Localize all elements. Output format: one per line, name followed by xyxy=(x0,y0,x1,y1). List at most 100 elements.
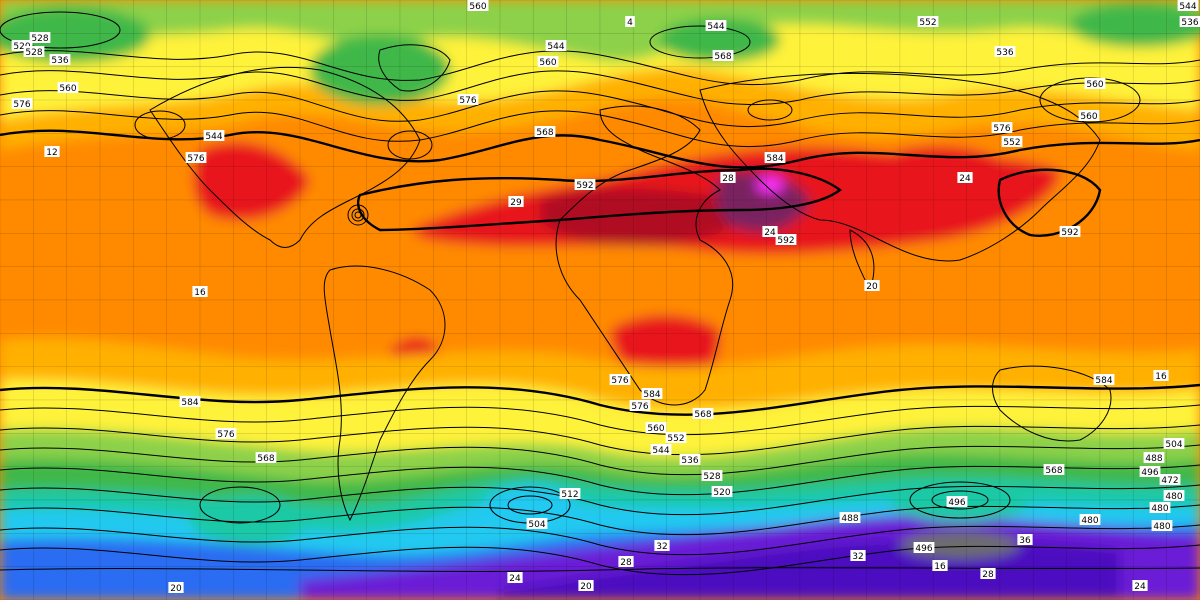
svg-text:576: 576 xyxy=(187,154,204,164)
asia-coast xyxy=(699,72,1101,262)
contour-label: 32 xyxy=(850,550,866,562)
svg-text:544: 544 xyxy=(547,42,564,52)
contour-label: 24 xyxy=(1132,580,1148,592)
contour-label: 568 xyxy=(692,408,714,420)
svg-text:576: 576 xyxy=(217,430,234,440)
contour-label: 592 xyxy=(1059,226,1081,238)
contour-label: 480 xyxy=(1079,514,1101,526)
svg-text:584: 584 xyxy=(766,154,783,164)
contour-labels: 5524544552544536528520528536544560568536… xyxy=(11,0,1200,594)
contour-label: 512 xyxy=(559,488,581,500)
australia-coast xyxy=(992,365,1112,442)
svg-text:496: 496 xyxy=(948,498,965,508)
contour-label: 16 xyxy=(1153,370,1169,382)
contour-label: 496 xyxy=(946,496,968,508)
svg-text:488: 488 xyxy=(1145,454,1162,464)
svg-text:528: 528 xyxy=(25,48,42,58)
contour-label: 552 xyxy=(1001,136,1023,148)
contour-label: 24 xyxy=(507,572,523,584)
contour-label: 20 xyxy=(578,580,594,592)
svg-text:568: 568 xyxy=(257,454,274,464)
svg-text:544: 544 xyxy=(205,132,222,142)
contour-label: 528 xyxy=(701,470,723,482)
contour-label: 592 xyxy=(574,179,596,191)
contour-label: 28 xyxy=(618,556,634,568)
svg-text:560: 560 xyxy=(647,424,664,434)
contour-label: 576 xyxy=(609,374,631,386)
svg-text:560: 560 xyxy=(469,2,486,12)
contour-label: 544 xyxy=(650,444,672,456)
contour-label: 568 xyxy=(712,50,734,62)
contour-label: 544 xyxy=(705,20,727,32)
svg-text:472: 472 xyxy=(1161,476,1178,486)
svg-text:480: 480 xyxy=(1165,492,1182,502)
svg-text:560: 560 xyxy=(1080,112,1097,122)
svg-text:480: 480 xyxy=(1081,516,1098,526)
contour-label: 520 xyxy=(711,486,733,498)
contour-label: 4 xyxy=(625,16,635,28)
contour-label: 528 xyxy=(23,46,45,58)
svg-text:29: 29 xyxy=(510,198,522,208)
svg-text:536: 536 xyxy=(996,48,1013,58)
svg-text:552: 552 xyxy=(667,434,684,444)
contour-label: 20 xyxy=(864,280,880,292)
contour-592-band xyxy=(357,167,843,232)
svg-text:544: 544 xyxy=(1179,2,1196,12)
contour-576-north xyxy=(0,129,1200,169)
contour-label: 544 xyxy=(1177,0,1199,12)
svg-text:4: 4 xyxy=(627,18,633,28)
contour-label: 560 xyxy=(467,0,489,12)
eastasia-green xyxy=(1070,3,1200,47)
contour-label: 28 xyxy=(720,172,736,184)
north-green-band xyxy=(0,0,1200,62)
svg-text:560: 560 xyxy=(1086,80,1103,90)
contour-label: 576 xyxy=(215,428,237,440)
hotspot-magenta xyxy=(756,177,784,193)
contour-label: 560 xyxy=(57,82,79,94)
contour-label: 552 xyxy=(665,432,687,444)
svg-text:552: 552 xyxy=(919,18,936,28)
svg-text:576: 576 xyxy=(631,402,648,412)
contour-label: 568 xyxy=(534,126,556,138)
contour-label: 560 xyxy=(537,56,559,68)
contour-label: 536 xyxy=(1179,16,1200,28)
svg-text:20: 20 xyxy=(866,282,878,292)
contour-label: 24 xyxy=(957,172,973,184)
contour-label: 552 xyxy=(917,16,939,28)
south-indian-cyan xyxy=(480,485,580,535)
svg-text:584: 584 xyxy=(643,390,660,400)
svg-text:20: 20 xyxy=(580,582,592,592)
svg-text:536: 536 xyxy=(51,56,68,66)
contour-label: 584 xyxy=(179,396,201,408)
contour-label: 576 xyxy=(991,122,1013,134)
svg-text:520: 520 xyxy=(13,42,30,52)
svg-text:576: 576 xyxy=(459,96,476,106)
contour-label: 536 xyxy=(49,54,71,66)
contour-label: 29 xyxy=(508,196,524,208)
europe-africa-coast xyxy=(555,105,734,406)
contour-label: 504 xyxy=(1163,438,1185,450)
contour-label: 496 xyxy=(913,542,935,554)
svg-text:568: 568 xyxy=(1045,466,1062,476)
svg-text:28: 28 xyxy=(982,570,994,580)
svg-text:528: 528 xyxy=(703,472,720,482)
contour-label: 568 xyxy=(1043,464,1065,476)
contour-label: 592 xyxy=(775,234,797,246)
svg-text:576: 576 xyxy=(611,376,628,386)
svg-text:24: 24 xyxy=(764,228,776,238)
contour-label: 568 xyxy=(255,452,277,464)
contour-label: 576 xyxy=(457,94,479,106)
contour-576-south xyxy=(0,383,1200,416)
contour-label: 536 xyxy=(679,454,701,466)
svg-text:568: 568 xyxy=(714,52,731,62)
north-atlantic-green xyxy=(310,35,450,105)
svg-text:584: 584 xyxy=(1095,376,1112,386)
contour-label: 528 xyxy=(29,32,51,44)
contour-label: 28 xyxy=(980,568,996,580)
svg-text:576: 576 xyxy=(13,100,30,110)
contour-label: 544 xyxy=(545,40,567,52)
svg-text:584: 584 xyxy=(181,398,198,408)
contour-label: 488 xyxy=(839,512,861,524)
svg-text:24: 24 xyxy=(509,574,521,584)
